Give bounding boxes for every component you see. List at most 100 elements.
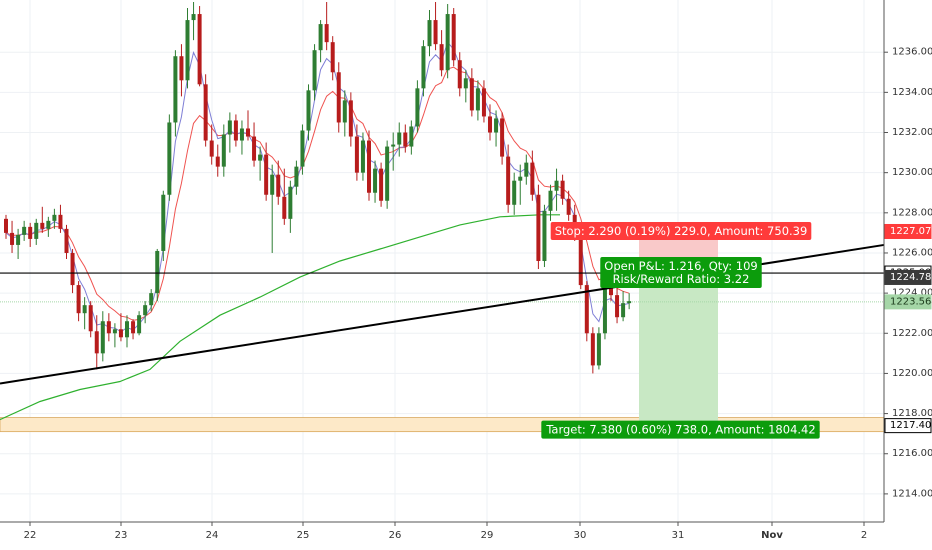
candle[interactable]: [100, 311, 105, 362]
candle[interactable]: [421, 40, 426, 97]
candle[interactable]: [566, 190, 571, 221]
candles[interactable]: [4, 2, 632, 374]
candle[interactable]: [348, 92, 353, 147]
candle[interactable]: [621, 291, 626, 322]
candle[interactable]: [270, 164, 275, 253]
candle[interactable]: [125, 315, 129, 348]
candle[interactable]: [22, 220, 27, 241]
candle[interactable]: [554, 168, 559, 211]
candle[interactable]: [427, 10, 432, 57]
candle[interactable]: [239, 120, 244, 155]
candle[interactable]: [161, 190, 166, 261]
position-annotations[interactable]: Stop: 2.290 (0.19%) 229.0, Amount: 750.3…: [541, 221, 820, 439]
candle[interactable]: [155, 248, 160, 302]
candle[interactable]: [94, 315, 99, 370]
candle[interactable]: [530, 150, 535, 201]
price-axis[interactable]: 1214.000 1216.000 1218.000 1220.000 1222.000…: [883, 0, 932, 522]
candle[interactable]: [373, 160, 378, 203]
target-zone[interactable]: [639, 277, 718, 426]
price-tag[interactable]: 1217.400: [884, 418, 932, 434]
candle[interactable]: [439, 30, 444, 77]
candle[interactable]: [252, 122, 257, 167]
stop-label[interactable]: Stop: 2.290 (0.19%) 229.0, Amount: 750.3…: [550, 221, 812, 240]
candle[interactable]: [215, 144, 220, 177]
target-label[interactable]: Target: 7.380 (0.60%) 738.0, Amount: 180…: [541, 420, 820, 439]
candle[interactable]: [475, 80, 480, 121]
candle[interactable]: [488, 104, 492, 141]
candle[interactable]: [112, 323, 117, 348]
candle[interactable]: [627, 293, 632, 310]
candle[interactable]: [46, 216, 51, 237]
candle[interactable]: [173, 50, 178, 137]
candle[interactable]: [330, 36, 335, 81]
candle[interactable]: [354, 124, 359, 181]
candle[interactable]: [179, 44, 184, 97]
candle[interactable]: [40, 206, 45, 233]
candle[interactable]: [300, 124, 305, 175]
candle[interactable]: [137, 311, 142, 336]
candle[interactable]: [360, 132, 365, 181]
candle[interactable]: [306, 84, 311, 141]
candle[interactable]: [548, 184, 553, 221]
candle[interactable]: [463, 70, 468, 103]
price-tag[interactable]: 1224.780: [884, 269, 932, 285]
candle[interactable]: [403, 124, 408, 153]
candle[interactable]: [185, 8, 190, 89]
candle[interactable]: [500, 112, 505, 165]
candle[interactable]: [494, 110, 499, 147]
candle[interactable]: [584, 281, 589, 342]
candle[interactable]: [88, 301, 93, 338]
candle[interactable]: [457, 52, 462, 97]
candle[interactable]: [34, 218, 39, 245]
candle[interactable]: [451, 8, 456, 67]
candle[interactable]: [560, 174, 565, 205]
time-axis[interactable]: 22 23 24 25 26 29 30 31 Nov 2: [0, 521, 884, 541]
candle[interactable]: [397, 122, 402, 157]
candle[interactable]: [197, 6, 202, 87]
candle[interactable]: [294, 160, 299, 195]
candle[interactable]: [615, 287, 620, 324]
candle[interactable]: [233, 114, 238, 147]
candle[interactable]: [324, 2, 329, 51]
candle[interactable]: [52, 208, 57, 229]
candle[interactable]: [264, 142, 269, 201]
candle[interactable]: [367, 130, 371, 201]
candle[interactable]: [246, 110, 250, 141]
candle[interactable]: [4, 214, 8, 239]
candle[interactable]: [433, 2, 438, 51]
candle[interactable]: [209, 124, 214, 165]
candle[interactable]: [536, 184, 541, 270]
candle[interactable]: [506, 144, 511, 213]
candle[interactable]: [82, 297, 87, 330]
candle[interactable]: [221, 124, 226, 177]
candle[interactable]: [64, 224, 69, 259]
candle[interactable]: [481, 80, 486, 123]
candle[interactable]: [167, 114, 172, 201]
candle[interactable]: [596, 327, 601, 370]
candle[interactable]: [542, 204, 547, 268]
candle[interactable]: [590, 327, 595, 374]
candle[interactable]: [312, 44, 317, 101]
candle[interactable]: [391, 132, 396, 171]
candle[interactable]: [16, 228, 21, 259]
candle[interactable]: [288, 180, 293, 233]
candle[interactable]: [10, 220, 15, 253]
candle[interactable]: [143, 301, 148, 324]
candle[interactable]: [342, 90, 347, 137]
candle[interactable]: [276, 160, 281, 205]
candle[interactable]: [227, 112, 232, 153]
candle[interactable]: [58, 204, 63, 233]
candle[interactable]: [379, 162, 384, 207]
candle[interactable]: [258, 146, 263, 181]
candle[interactable]: [512, 172, 517, 215]
candle[interactable]: [469, 68, 474, 117]
candle[interactable]: [409, 120, 414, 155]
candle[interactable]: [70, 248, 75, 294]
candle[interactable]: [415, 80, 420, 133]
price-tag[interactable]: 1223.564: [884, 294, 932, 310]
candle[interactable]: [318, 20, 323, 63]
candle[interactable]: [385, 140, 390, 209]
candle[interactable]: [106, 313, 111, 342]
